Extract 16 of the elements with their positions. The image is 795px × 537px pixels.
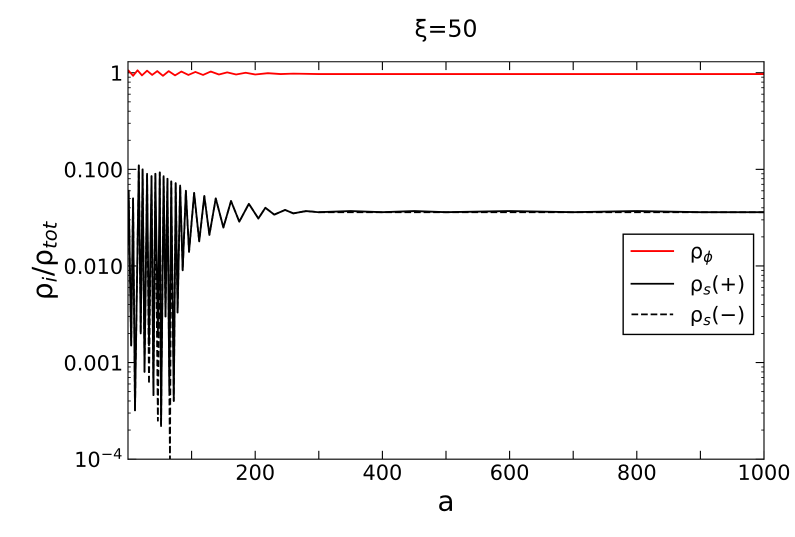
y-tick-label: 0.100 <box>64 162 122 178</box>
y-tick-label: 0.001 <box>64 354 122 371</box>
y-axis-title: ρ$_{i}$/ρ$_{tot}$ <box>32 221 58 298</box>
x-tick-label: 200 <box>236 464 274 480</box>
y-tick-label: 0.010 <box>64 258 122 274</box>
x-tick-label: 400 <box>364 464 401 480</box>
legend-label: ρ$_{ϕ}$ <box>692 246 712 265</box>
y-tick-label: 1 <box>112 65 122 81</box>
legend-label: ρ$_{s}$(−) <box>692 306 744 326</box>
legend-label: ρ$_{s}$(+) <box>692 275 744 296</box>
y-tick-label: 10$^{−4}$ <box>76 448 122 468</box>
x-tick-label: 1000 <box>740 464 790 480</box>
x-tick-label: 800 <box>618 464 656 480</box>
chart-title: ξ=50 <box>416 18 476 42</box>
x-tick-label: 600 <box>491 464 528 480</box>
x-axis-title: a <box>439 495 452 512</box>
